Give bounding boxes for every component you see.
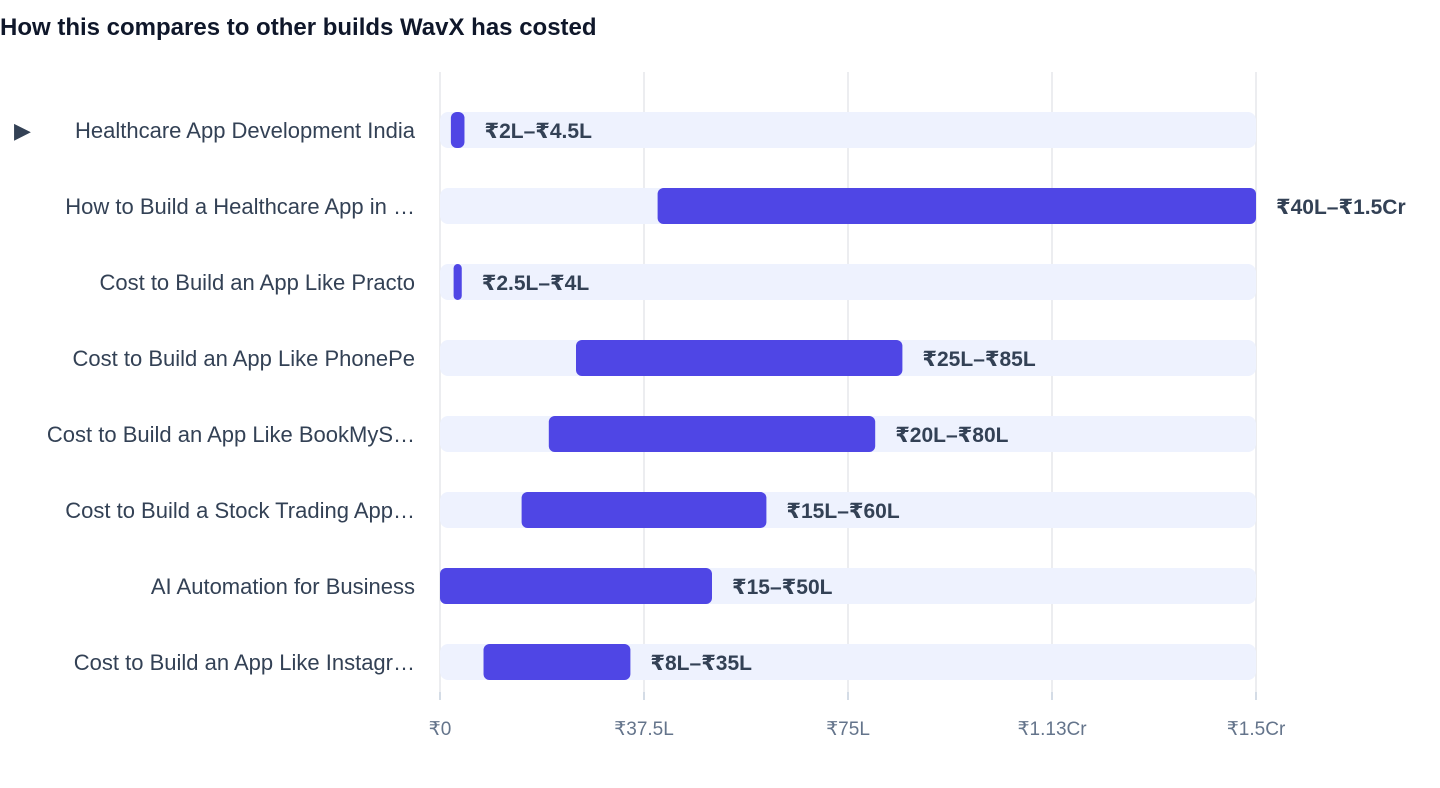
chart-row[interactable]: ₹40L–₹1.5Cr How to Build a Healthcare App…	[65, 188, 1406, 224]
range-label: ₹20L–₹80L	[895, 424, 1008, 447]
x-tick-label: ₹1.5Cr	[1227, 719, 1286, 740]
x-tick-label: ₹37.5L	[614, 719, 674, 740]
bar-track	[440, 264, 1256, 300]
range-label: ₹15L–₹60L	[786, 500, 899, 523]
category-label: Cost to Build an App Like PhonePe	[73, 346, 415, 371]
x-axis-ticks: ₹0 ₹37.5L ₹75L ₹1.13Cr ₹1.5Cr	[429, 692, 1286, 740]
range-label: ₹2.5L–₹4L	[482, 272, 590, 295]
bar-track	[440, 112, 1256, 148]
range-label: ₹40L–₹1.5Cr	[1276, 196, 1406, 219]
chart-row[interactable]: ₹8L–₹35L Cost to Build an App Like Instag…	[74, 644, 1256, 680]
category-label: Cost to Build an App Like Practo	[99, 270, 415, 295]
x-tick-label: ₹75L	[826, 719, 870, 740]
bar-track	[440, 644, 1256, 680]
range-label: ₹15–₹50L	[732, 576, 833, 599]
category-label: AI Automation for Business	[151, 574, 415, 599]
chart-row[interactable]: ₹15–₹50L AI Automation for Business	[151, 568, 1256, 604]
range-bar[interactable]	[548, 416, 876, 452]
grid-lines	[439, 72, 1257, 700]
category-label: Healthcare App Development India	[75, 118, 416, 143]
chart-row[interactable]: ₹25L–₹85L Cost to Build an App Like Phone…	[73, 340, 1256, 376]
range-bar[interactable]	[657, 188, 1256, 224]
x-tick-label: ₹1.13Cr	[1017, 719, 1087, 740]
range-bar[interactable]	[453, 264, 462, 300]
category-label: Cost to Build an App Like BookMyS…	[47, 422, 415, 447]
chart-row[interactable]: ₹20L–₹80L Cost to Build an App Like BookM…	[47, 416, 1256, 452]
range-bar[interactable]	[440, 568, 712, 604]
chart-row[interactable]: ₹2L–₹4.5L Healthcare App Development Indi…	[14, 112, 1256, 148]
current-row-marker-icon: ▶	[14, 118, 31, 143]
range-bar[interactable]	[450, 112, 465, 148]
category-label: Cost to Build an App Like Instagr…	[74, 650, 415, 675]
chart-title: How this compares to other builds WavX h…	[0, 14, 597, 41]
range-label: ₹2L–₹4.5L	[484, 120, 592, 143]
chart-row[interactable]: ₹2.5L–₹4L Cost to Build an App Like Pract…	[99, 264, 1256, 300]
category-label: How to Build a Healthcare App in …	[65, 194, 415, 219]
range-label: ₹25L–₹85L	[922, 348, 1035, 371]
range-label: ₹8L–₹35L	[650, 652, 752, 675]
range-bar[interactable]	[521, 492, 767, 528]
range-bar[interactable]	[483, 644, 631, 680]
chart-rows: ₹2L–₹4.5L Healthcare App Development Indi…	[14, 112, 1406, 680]
chart-row[interactable]: ₹15L–₹60L Cost to Build a Stock Trading A…	[65, 492, 1256, 528]
range-bar[interactable]	[576, 340, 903, 376]
category-label: Cost to Build a Stock Trading App…	[65, 498, 415, 523]
x-tick-label: ₹0	[429, 719, 452, 740]
